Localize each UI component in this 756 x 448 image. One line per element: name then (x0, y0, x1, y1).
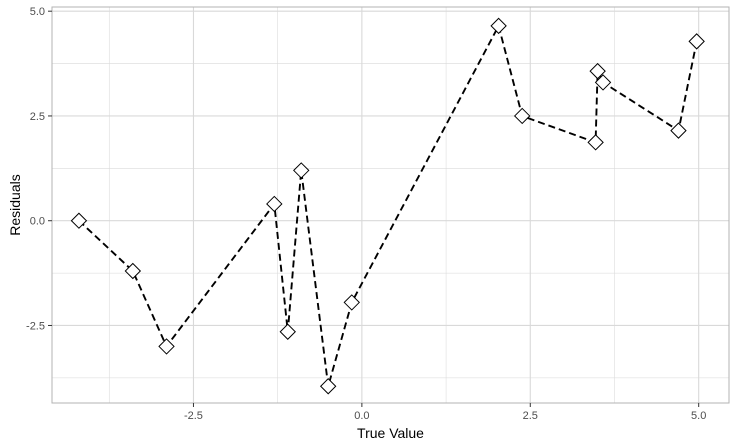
y-axis-ticks: -2.5 0.0 2.5 5.0 (26, 6, 52, 332)
series-points-group (70, 17, 705, 395)
data-point (70, 212, 88, 229)
data-point (688, 33, 705, 50)
data-point (513, 107, 531, 125)
data-point (319, 378, 337, 395)
x-tick-label: -2.5 (184, 410, 203, 422)
y-axis-title: Residuals (7, 174, 23, 235)
y-tick-label: 5.0 (30, 6, 45, 18)
x-axis-title: True Value (357, 425, 424, 441)
x-axis-ticks: -2.5 0.0 2.5 5.0 (184, 403, 706, 422)
data-point (594, 74, 612, 91)
data-point (279, 323, 296, 340)
data-point (589, 62, 606, 80)
minor-gridlines (52, 7, 729, 403)
plot-panel-border (51, 6, 730, 404)
data-point (490, 17, 507, 35)
data-point (124, 262, 142, 280)
data-point (266, 195, 283, 213)
x-tick-label: 5.0 (691, 410, 706, 422)
y-tick-label: -2.5 (26, 320, 45, 332)
x-tick-label: 0.0 (354, 410, 369, 422)
data-point (343, 294, 360, 311)
y-tick-label: 2.5 (30, 111, 45, 123)
x-tick-label: 2.5 (523, 410, 538, 422)
data-point (158, 338, 175, 355)
data-point (587, 134, 604, 151)
major-gridlines (52, 7, 729, 403)
data-point (293, 162, 310, 179)
y-tick-label: 0.0 (30, 216, 45, 228)
data-point (670, 122, 687, 139)
